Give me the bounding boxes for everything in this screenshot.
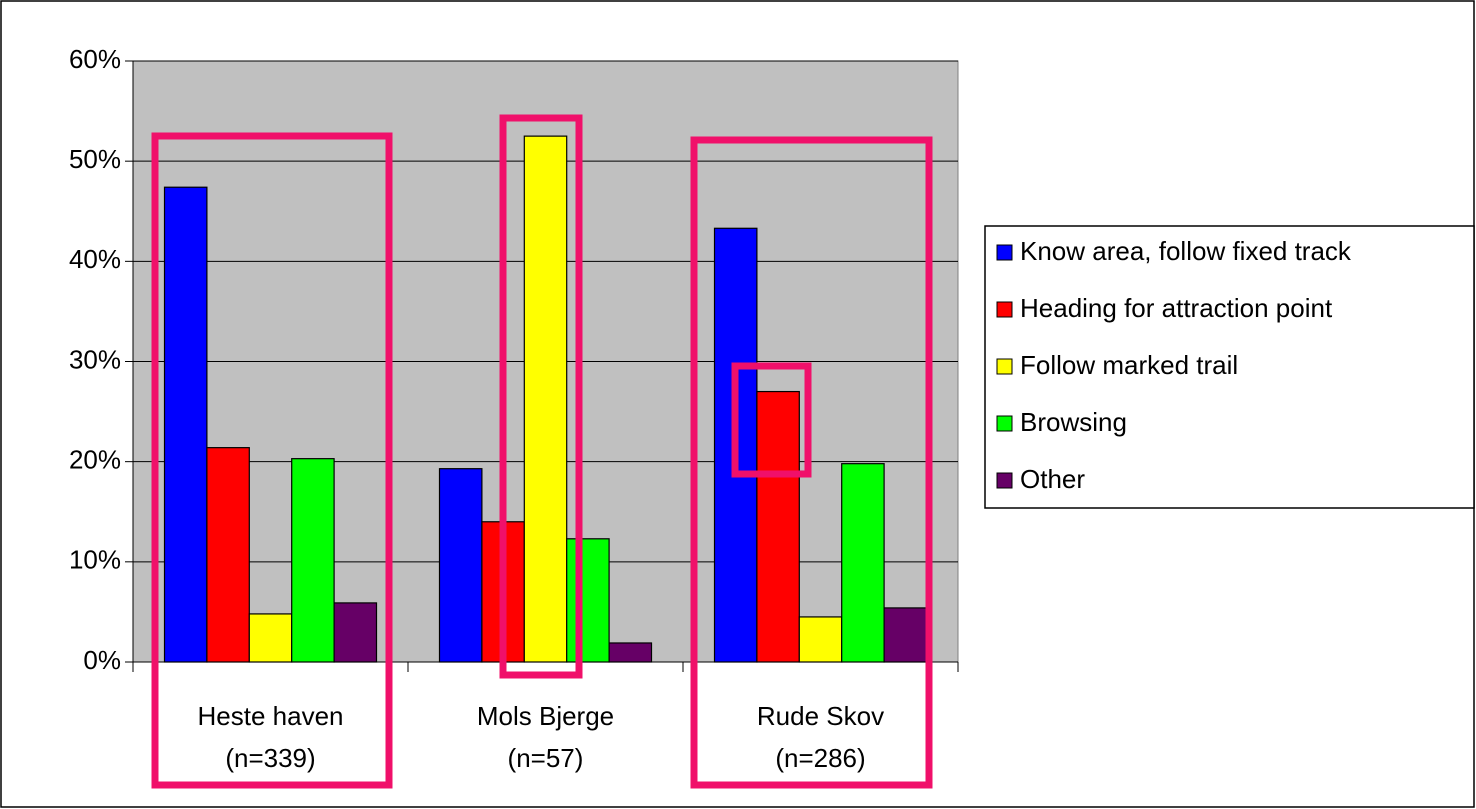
legend-swatch [996,301,1013,318]
bar [438,468,483,663]
legend-swatch [996,358,1013,375]
highlights [151,114,933,789]
legend-box [984,225,1475,509]
x-tick-label: Mols Bjerge [477,701,614,731]
bar [883,607,928,663]
x-tick-label: (n=339) [225,743,315,773]
legend-label: Browsing [1020,407,1127,437]
legend-label: Follow marked trail [1020,350,1238,380]
bar [798,616,843,663]
bar [333,602,378,663]
legend: Know area, follow fixed track Heading for… [984,225,1475,509]
x-tick-label: Heste haven [198,701,344,731]
bar [523,135,568,663]
y-tick-label: 50% [69,144,121,174]
legend-label: Heading for attraction point [1020,293,1333,323]
highlight-box [151,132,393,789]
bar [163,186,208,663]
bar [713,227,758,663]
x-tick-label: Rude Skov [757,701,884,731]
legend-label: Other [1020,464,1085,494]
bar [206,447,250,663]
legend-swatch [996,415,1013,432]
highlight-box [731,362,812,478]
legend-label: Know area, follow fixed track [1020,236,1352,266]
highlight-box [690,136,933,789]
y-tick-label: 20% [69,445,121,475]
bar [841,463,885,663]
y-tick-label: 10% [69,545,121,575]
bar [608,642,653,663]
x-tick-label: (n=286) [775,743,865,773]
bar [566,538,610,663]
plot-area: 0% 10% 20% 30% 40% 50% 60% Heste haven (n=339) Mo… [69,44,959,773]
x-tick-label: (n=57) [508,743,584,773]
bar [756,390,800,663]
bar [291,458,335,663]
y-tick-label: 0% [83,645,121,675]
bar [248,613,293,663]
y-tick-label: 60% [69,44,121,74]
legend-swatch [996,244,1013,261]
legend-swatch [996,472,1013,489]
highlight-box [499,114,583,679]
y-tick-label: 30% [69,344,121,374]
y-tick-label: 40% [69,244,121,274]
